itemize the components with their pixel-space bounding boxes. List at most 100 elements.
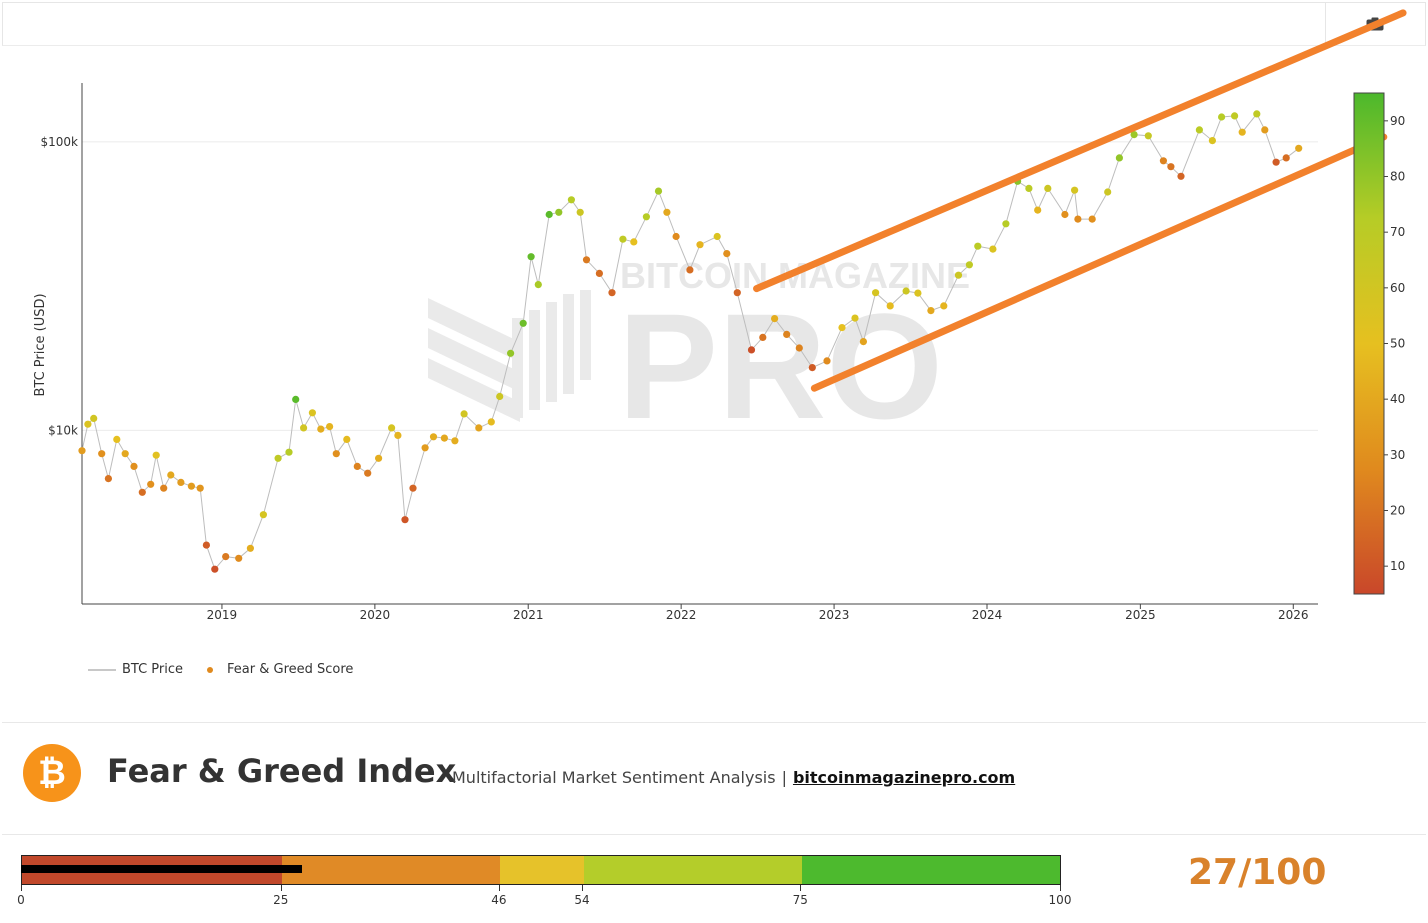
score-point xyxy=(1159,157,1167,165)
score-point xyxy=(686,266,694,274)
score-point xyxy=(642,213,651,221)
score-point xyxy=(1115,154,1123,162)
score-point xyxy=(84,420,92,428)
gauge-tick-label: 46 xyxy=(491,893,507,907)
score-point xyxy=(914,289,922,297)
score-point xyxy=(1144,132,1152,140)
colorbar-tick-label: 80 xyxy=(1390,170,1405,184)
score-point xyxy=(954,271,963,279)
x-tick-label: 2023 xyxy=(819,608,850,622)
channel-line xyxy=(753,9,1407,293)
gauge-tick-label: 100 xyxy=(1048,893,1072,907)
score-point xyxy=(859,338,868,346)
score-point xyxy=(534,281,542,289)
score-point xyxy=(292,395,300,403)
score-point xyxy=(409,484,417,492)
score-point xyxy=(202,541,210,549)
grid xyxy=(82,141,1318,431)
colorbar-rect xyxy=(1353,92,1385,595)
score-point xyxy=(759,333,767,341)
page-title: Fear & Greed Index xyxy=(107,752,457,790)
score-point xyxy=(177,478,185,486)
score-point xyxy=(838,324,846,332)
subtitle-text: Multifactorial Market Sentiment Analysis xyxy=(452,768,776,787)
score-point xyxy=(696,241,704,249)
colorbar-tick-label: 90 xyxy=(1390,114,1405,128)
score-point xyxy=(1074,215,1082,223)
colorbar: 10 20 30 40 50 60 70 80 90 xyxy=(1353,92,1405,595)
score-point xyxy=(496,392,504,401)
score-point xyxy=(353,462,361,470)
score-point xyxy=(1167,163,1175,171)
x-tick-label: 2020 xyxy=(360,608,391,622)
score-point xyxy=(1238,128,1246,136)
score-point xyxy=(989,245,997,253)
score-point xyxy=(1002,220,1010,228)
score-point xyxy=(187,482,195,490)
score-value: 27/100 xyxy=(1188,852,1327,893)
score-point xyxy=(1061,210,1069,219)
legend-item-price[interactable]: BTC Price xyxy=(122,662,184,677)
score-point xyxy=(401,516,409,524)
score-point xyxy=(723,250,731,258)
score-point xyxy=(308,409,316,417)
score-point xyxy=(733,289,741,297)
divider-bottom xyxy=(2,834,1426,835)
watermark-line2: PRO xyxy=(618,282,943,450)
score-point xyxy=(211,565,219,573)
score-point xyxy=(130,462,138,470)
score-point xyxy=(519,319,527,327)
score-point xyxy=(90,414,98,422)
gauge-tick xyxy=(800,885,802,891)
page-subtitle: Multifactorial Market Sentiment Analysis… xyxy=(452,768,1015,787)
colorbar-tick-label: 20 xyxy=(1390,504,1405,518)
x-tick-label: 2021 xyxy=(513,608,544,622)
gauge-segment xyxy=(801,856,1060,884)
legend-item-score[interactable]: Fear & Greed Score xyxy=(227,662,354,677)
score-point xyxy=(808,364,816,372)
score-point xyxy=(460,410,468,418)
score-point xyxy=(259,511,267,519)
colorbar-tick-label: 70 xyxy=(1390,225,1405,239)
score-point xyxy=(152,451,160,459)
gauge-value-bar xyxy=(21,865,302,873)
x-tick-label: 2024 xyxy=(972,608,1003,622)
x-tick-label: 2019 xyxy=(207,608,238,622)
score-point xyxy=(872,289,880,297)
score-point xyxy=(78,447,86,455)
score-point xyxy=(771,315,779,323)
score-point xyxy=(375,454,383,462)
score-point xyxy=(1177,172,1185,180)
score-point xyxy=(747,346,756,354)
score-point xyxy=(940,302,948,310)
score-point xyxy=(343,435,351,443)
score-point xyxy=(160,484,168,492)
legend: BTC Price Fear & Greed Score xyxy=(88,662,353,677)
gauge-tick xyxy=(280,885,282,891)
score-point xyxy=(965,261,974,269)
y-tick-label: $100k xyxy=(41,135,79,149)
score-point xyxy=(475,424,483,432)
score-point xyxy=(1295,144,1303,152)
score-point xyxy=(487,418,495,426)
score-point xyxy=(927,307,935,315)
score-point xyxy=(1253,110,1261,118)
gauge-tick xyxy=(1060,885,1061,891)
score-point xyxy=(619,235,627,243)
colorbar-tick-label: 40 xyxy=(1390,392,1405,406)
site-link[interactable]: bitcoinmagazinepro.com xyxy=(792,768,1016,787)
score-point xyxy=(1044,184,1052,192)
score-point xyxy=(1218,113,1226,121)
axes: $10k $100k 2019 2020 2021 2022 2023 2024 2025 202… xyxy=(41,83,1318,622)
score-point xyxy=(672,232,680,241)
legend-line-swatch xyxy=(88,668,116,671)
score-point xyxy=(1261,126,1269,134)
score-point xyxy=(1195,126,1203,134)
subtitle-separator: | xyxy=(781,768,787,787)
gauge-tick xyxy=(582,885,584,891)
score-point xyxy=(285,448,293,456)
colorbar-tick-label: 60 xyxy=(1390,281,1405,295)
score-point xyxy=(1071,186,1079,194)
y-axis-title: BTC Price (USD) xyxy=(33,293,48,396)
x-tick-label: 2026 xyxy=(1278,608,1309,622)
